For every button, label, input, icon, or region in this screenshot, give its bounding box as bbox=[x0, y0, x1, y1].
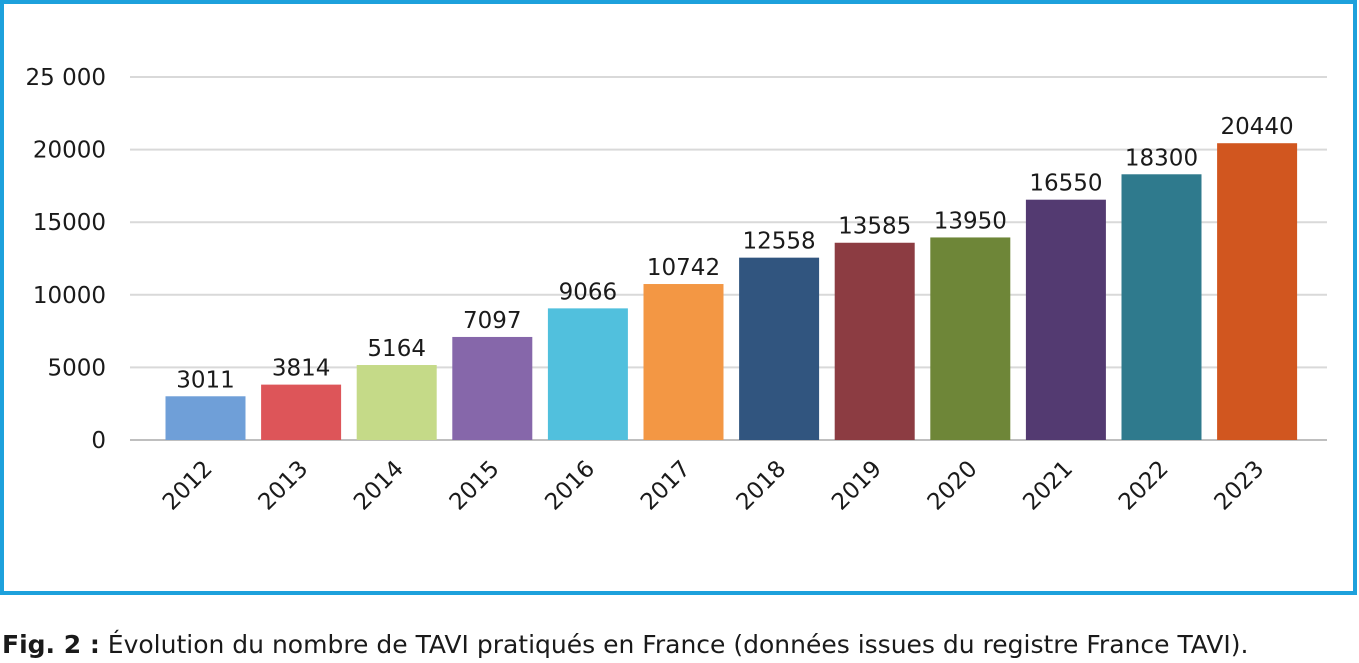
bar-2022 bbox=[1121, 174, 1202, 440]
bar-2019 bbox=[834, 242, 915, 440]
x-tick-label-2015: 2015 bbox=[445, 456, 505, 516]
x-tick-label-2013: 2013 bbox=[254, 456, 314, 516]
chart-border bbox=[0, 0, 1357, 595]
data-label-2019: 13585 bbox=[838, 214, 911, 240]
x-tick-label-2019: 2019 bbox=[827, 456, 887, 516]
y-tick-label: 5000 bbox=[47, 355, 106, 381]
bar-2023 bbox=[1217, 143, 1298, 441]
y-tick-label: 15000 bbox=[33, 210, 106, 236]
data-label-2023: 20440 bbox=[1221, 114, 1294, 140]
x-tick-label-2021: 2021 bbox=[1018, 456, 1078, 516]
data-label-2018: 12558 bbox=[743, 229, 816, 255]
caption-text: Évolution du nombre de TAVI pratiqués en… bbox=[99, 630, 1249, 659]
data-label-2015: 7097 bbox=[463, 308, 522, 334]
y-axis-tick-labels: 0 5000 10000 15000 20000 25 000 bbox=[26, 65, 106, 454]
x-tick-label-2012: 2012 bbox=[158, 456, 218, 516]
bar-chart: 0 5000 10000 15000 20000 25 000 3011 3814 5164 7… bbox=[0, 0, 1357, 595]
bar-2020 bbox=[930, 237, 1011, 440]
bar-2015 bbox=[452, 336, 533, 440]
y-tick-label: 0 bbox=[91, 428, 106, 454]
x-tick-label-2023: 2023 bbox=[1210, 456, 1270, 516]
bars bbox=[165, 143, 1298, 441]
x-tick-label-2020: 2020 bbox=[923, 456, 983, 516]
bar-2018 bbox=[739, 257, 820, 440]
data-label-2016: 9066 bbox=[559, 279, 618, 305]
x-axis-tick-labels: 2012 2013 2014 2015 2016 2017 2018 2019 2020 2021… bbox=[158, 456, 1269, 516]
bar-2014 bbox=[356, 365, 437, 440]
y-tick-label: 20000 bbox=[33, 138, 106, 164]
x-tick-label-2018: 2018 bbox=[732, 456, 792, 516]
bar-2012 bbox=[165, 396, 246, 440]
x-tick-label-2022: 2022 bbox=[1114, 456, 1174, 516]
data-label-2017: 10742 bbox=[647, 255, 720, 281]
data-label-2012: 3011 bbox=[176, 367, 235, 393]
bar-2016 bbox=[547, 308, 628, 440]
y-tick-label: 10000 bbox=[33, 283, 106, 309]
data-label-2013: 3814 bbox=[272, 356, 331, 382]
bar-2017 bbox=[643, 284, 724, 440]
data-label-2014: 5164 bbox=[367, 336, 426, 362]
data-label-2020: 13950 bbox=[934, 208, 1007, 234]
bar-2021 bbox=[1025, 199, 1106, 440]
x-tick-label-2017: 2017 bbox=[636, 456, 696, 516]
bar-2013 bbox=[261, 384, 342, 440]
y-tick-label: 25 000 bbox=[26, 65, 106, 91]
data-label-2021: 16550 bbox=[1029, 171, 1102, 197]
x-tick-label-2014: 2014 bbox=[349, 456, 409, 516]
data-label-2022: 18300 bbox=[1125, 145, 1198, 171]
figure-caption: Fig. 2 : Évolution du nombre de TAVI pra… bbox=[2, 630, 1248, 659]
x-tick-label-2016: 2016 bbox=[540, 456, 600, 516]
chart-frame: 0 5000 10000 15000 20000 25 000 3011 3814 5164 7… bbox=[0, 0, 1357, 595]
data-labels: 3011 3814 5164 7097 9066 10742 12558 13585 13950… bbox=[176, 114, 1293, 393]
caption-label: Fig. 2 : bbox=[2, 630, 100, 659]
